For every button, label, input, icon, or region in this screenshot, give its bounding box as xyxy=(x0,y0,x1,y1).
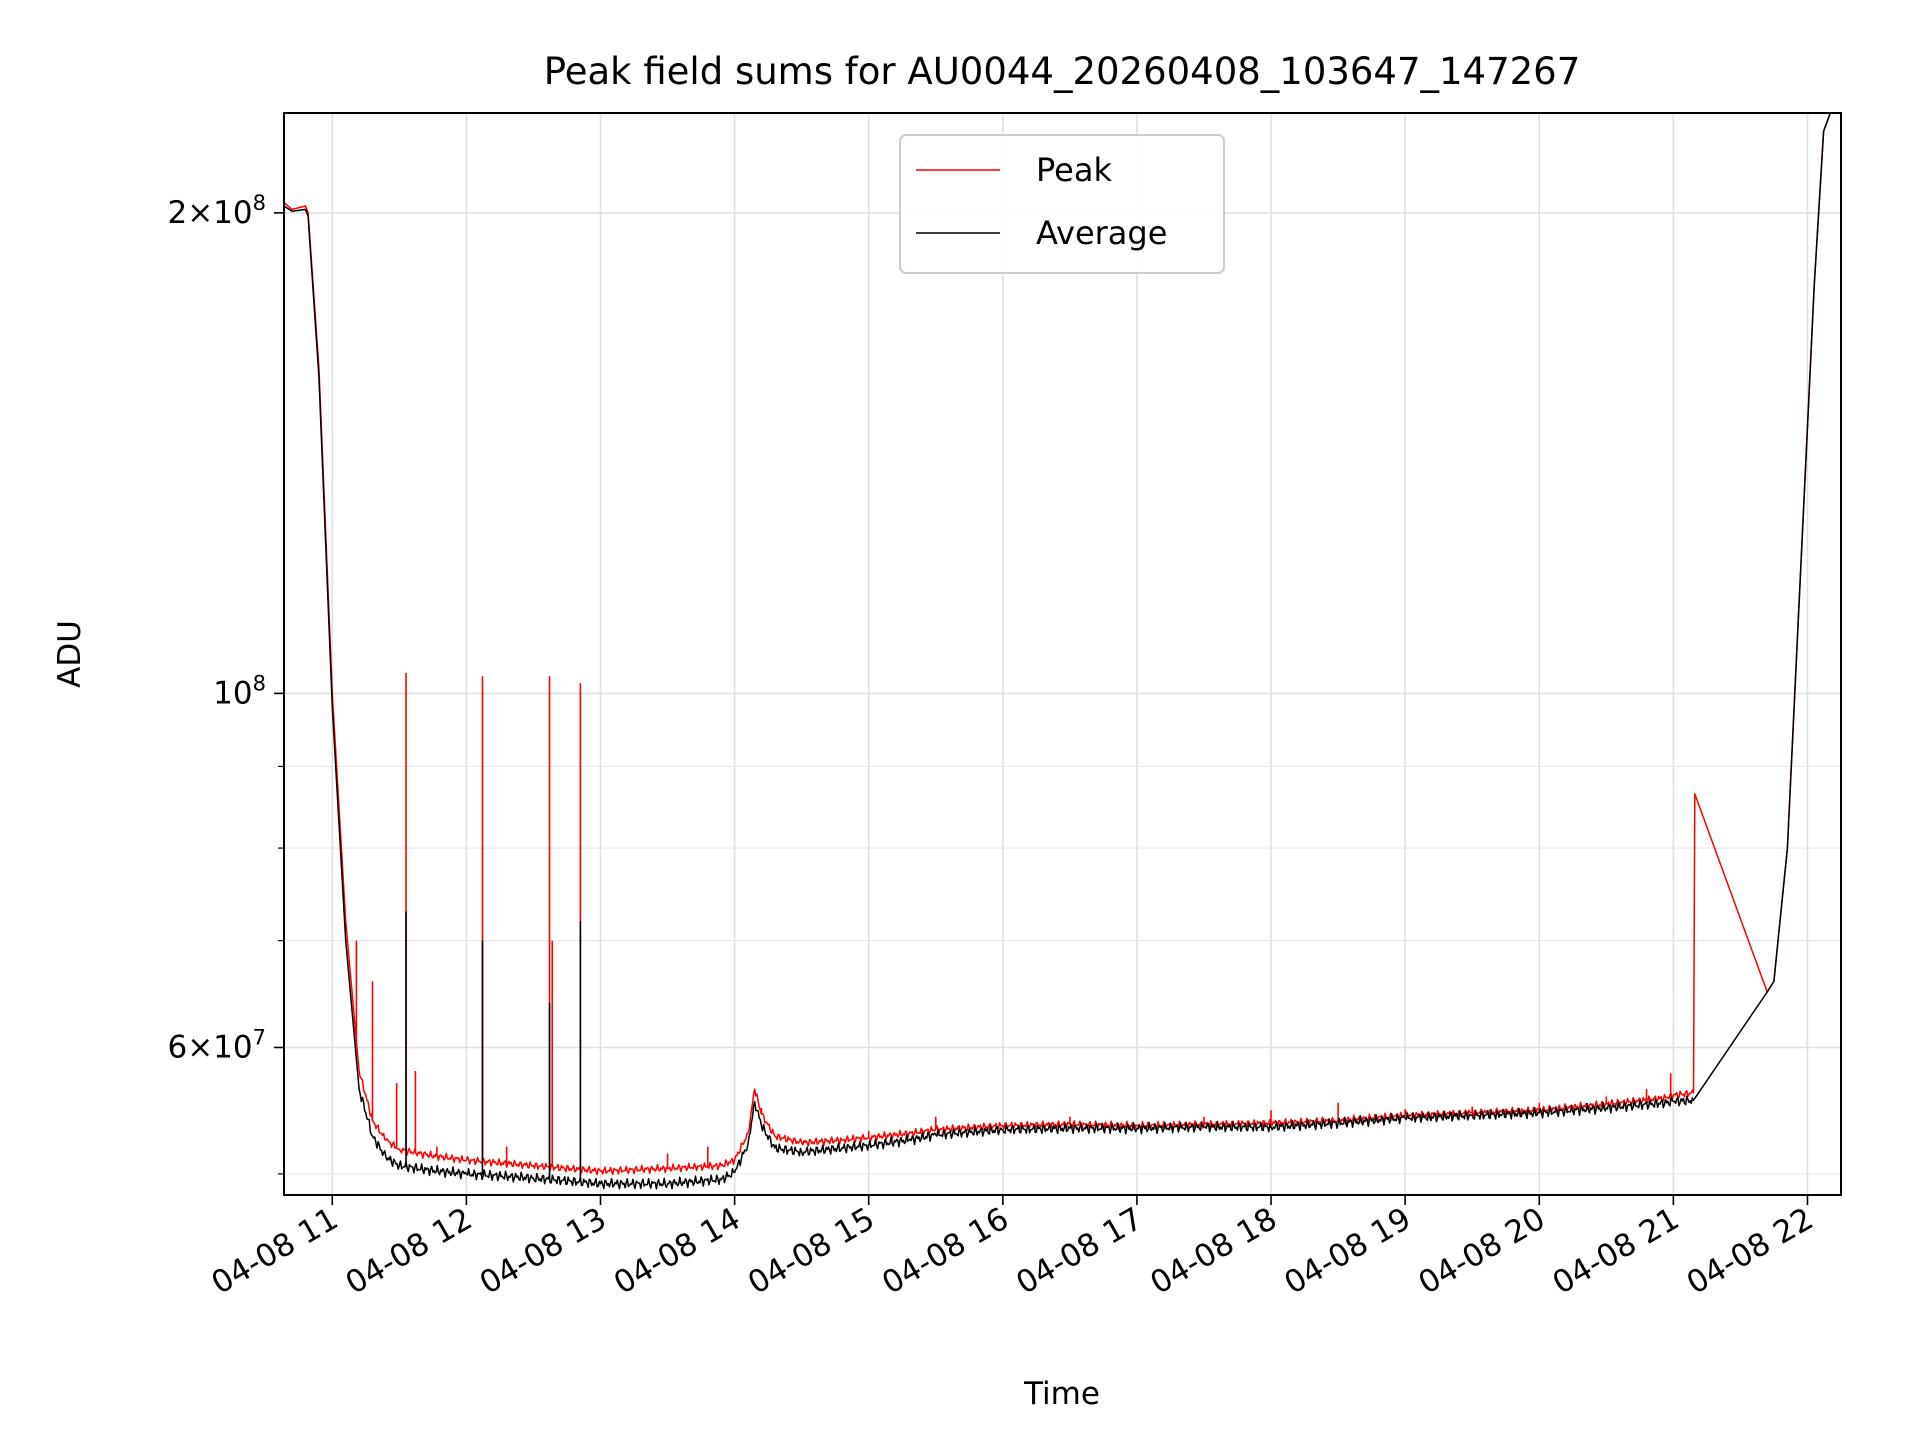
chart-title: Peak field sums for AU0044_20260408_1036… xyxy=(544,50,1581,93)
series-layer xyxy=(284,113,1832,1190)
y-axis-label: ADU xyxy=(52,620,88,688)
x-axis-label: Time xyxy=(1023,1376,1100,1412)
series-average-line xyxy=(284,113,1832,1190)
plot-frame xyxy=(283,112,1842,1196)
legend-average-label: Average xyxy=(1036,214,1167,252)
y-tick-label: 2×108 xyxy=(167,191,266,231)
legend: Peak Average xyxy=(899,134,1225,274)
legend-peak-label: Peak xyxy=(1036,151,1112,189)
y-tick-label: 6×107 xyxy=(167,1025,266,1065)
